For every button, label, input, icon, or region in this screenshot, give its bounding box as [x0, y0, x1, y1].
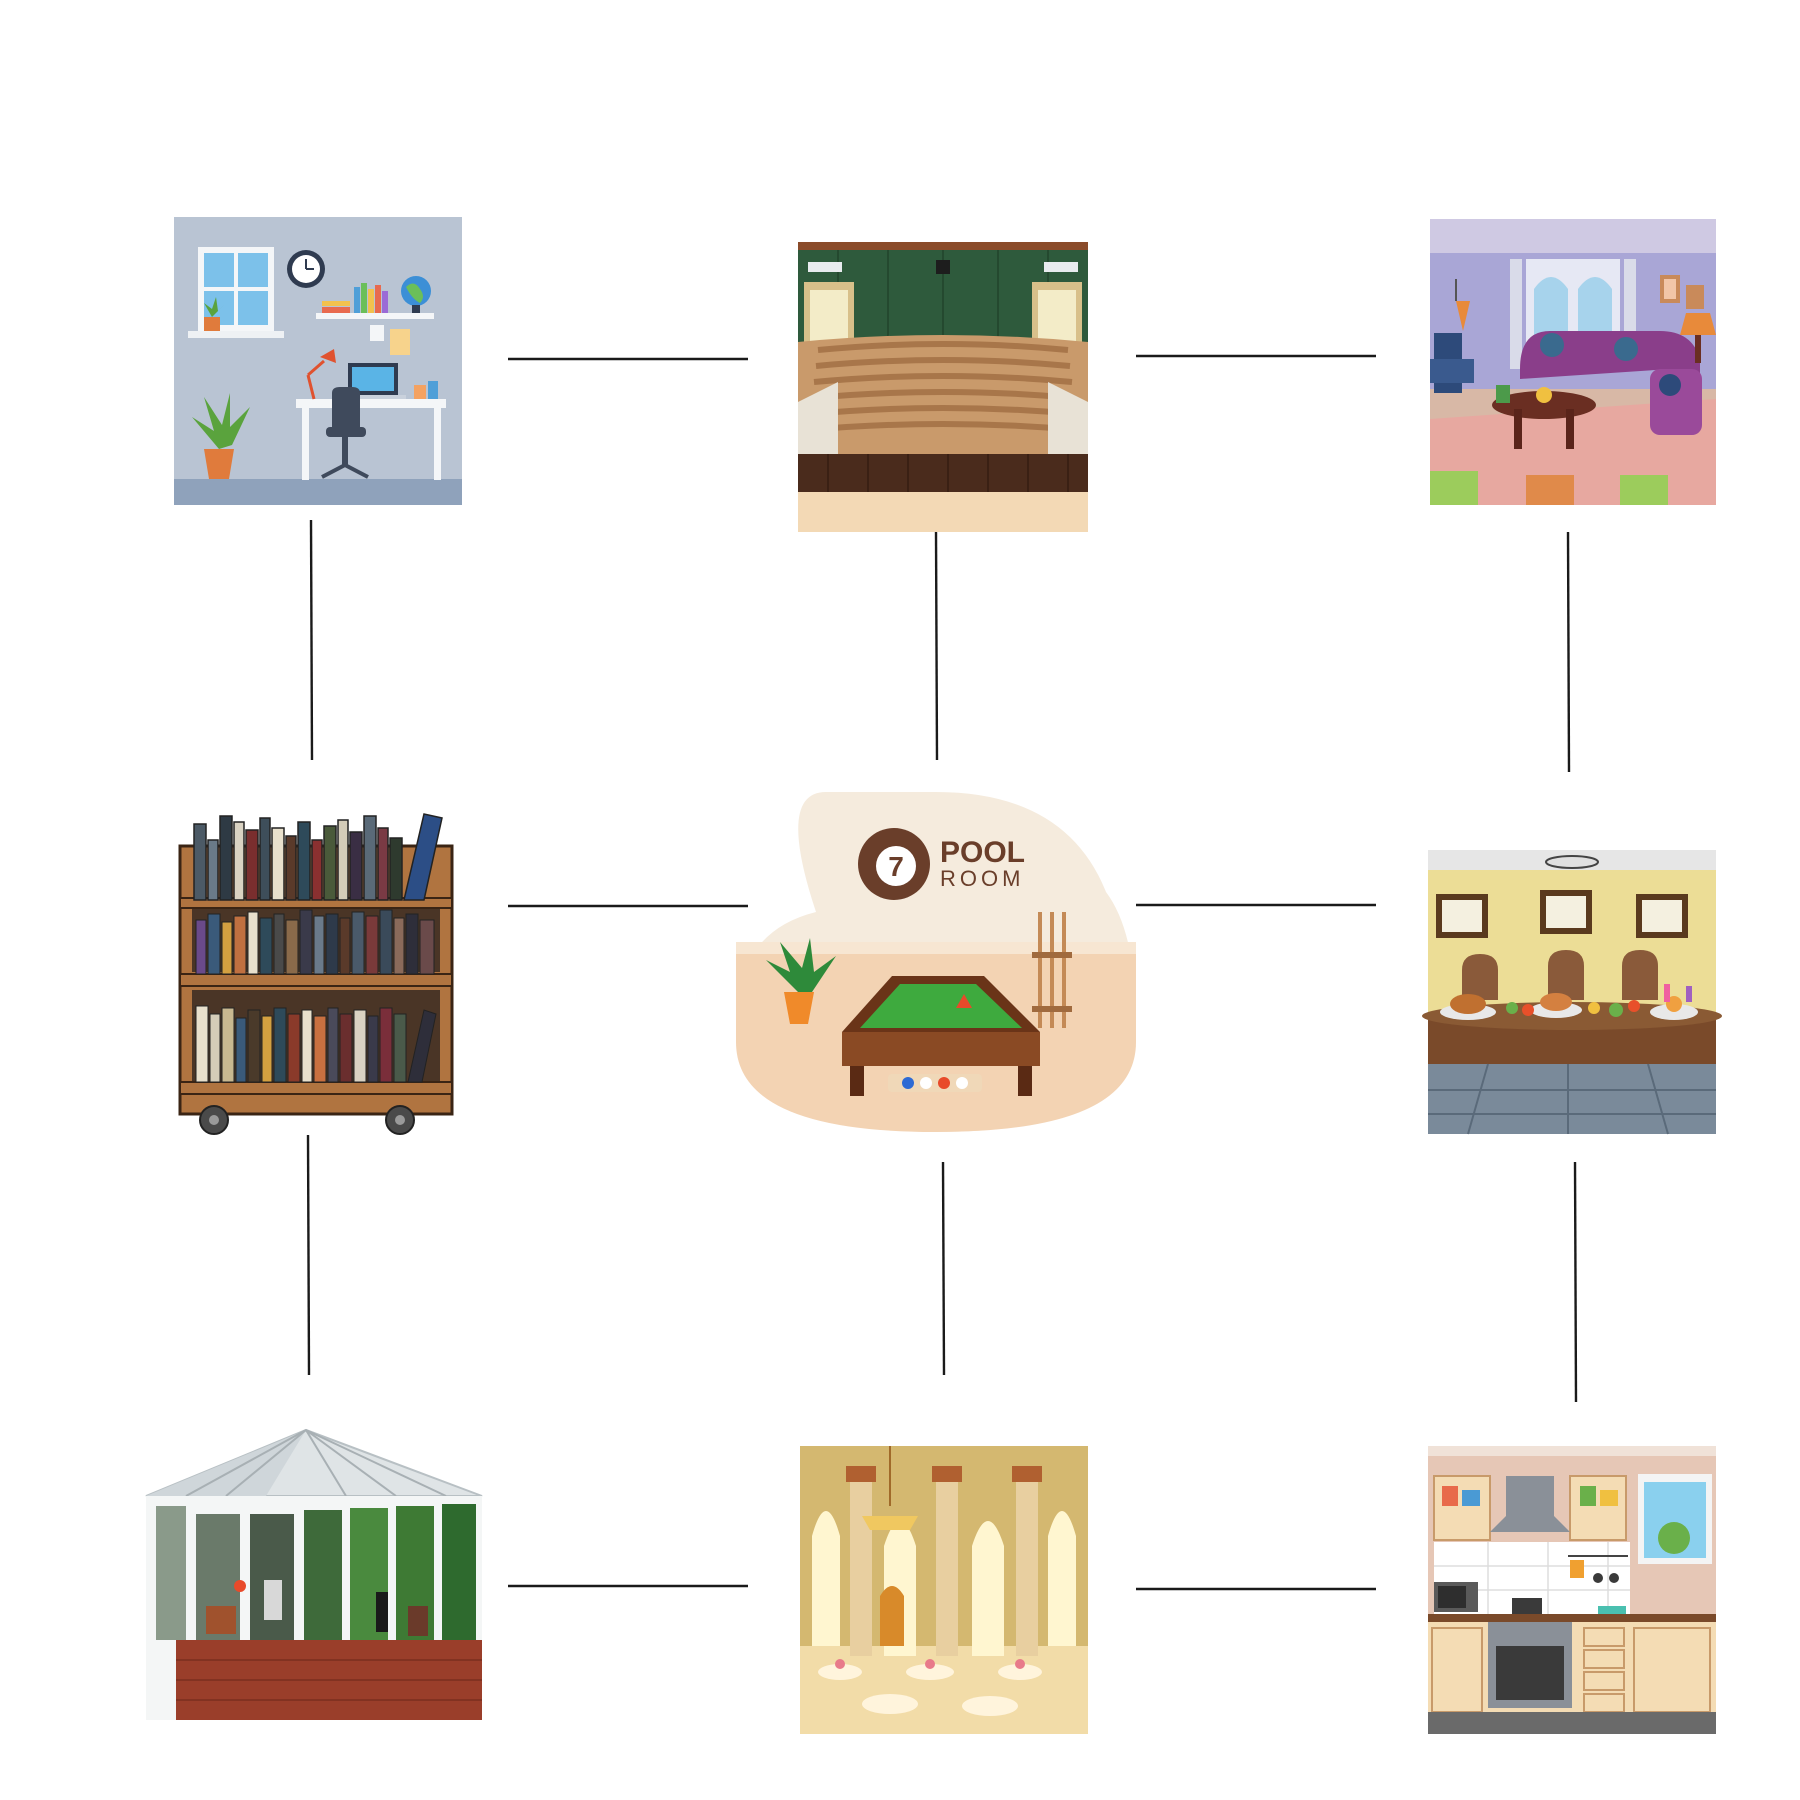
- pool-logo-word-room: ROOM: [940, 866, 1024, 891]
- dining-hall-illustration: [1422, 850, 1722, 1134]
- pool-room-illustration: 7 POOL ROOM: [736, 792, 1136, 1132]
- pool-logo-number: 7: [888, 851, 904, 882]
- connector-poolroom-ballroom: [943, 1162, 944, 1375]
- ballroom-illustration: [800, 1446, 1088, 1734]
- connector-auditorium-poolroom: [936, 532, 937, 760]
- library-bookcase-illustration: [180, 814, 452, 1134]
- pool-logo-word-pool: POOL: [940, 836, 1025, 869]
- connector-dining-kitchen: [1575, 1162, 1576, 1402]
- kitchen-illustration: [1428, 1446, 1716, 1734]
- conservatory-illustration: [146, 1430, 482, 1720]
- lounge-illustration: [1430, 219, 1716, 505]
- connector-library-conservatory: [308, 1135, 309, 1375]
- connector-lounge-dining: [1568, 532, 1569, 772]
- connector-study-library: [311, 520, 312, 760]
- auditorium-illustration: [798, 242, 1088, 532]
- study-room-illustration: [174, 217, 462, 505]
